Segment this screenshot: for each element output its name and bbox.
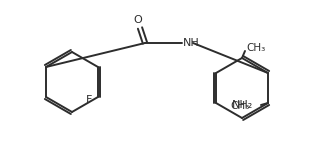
Text: NH₂: NH₂ [232, 100, 253, 110]
Text: CH₃: CH₃ [231, 101, 250, 111]
Text: CH₃: CH₃ [246, 43, 265, 53]
Text: O: O [134, 15, 142, 25]
Text: NH: NH [183, 38, 200, 48]
Text: F: F [86, 95, 92, 105]
